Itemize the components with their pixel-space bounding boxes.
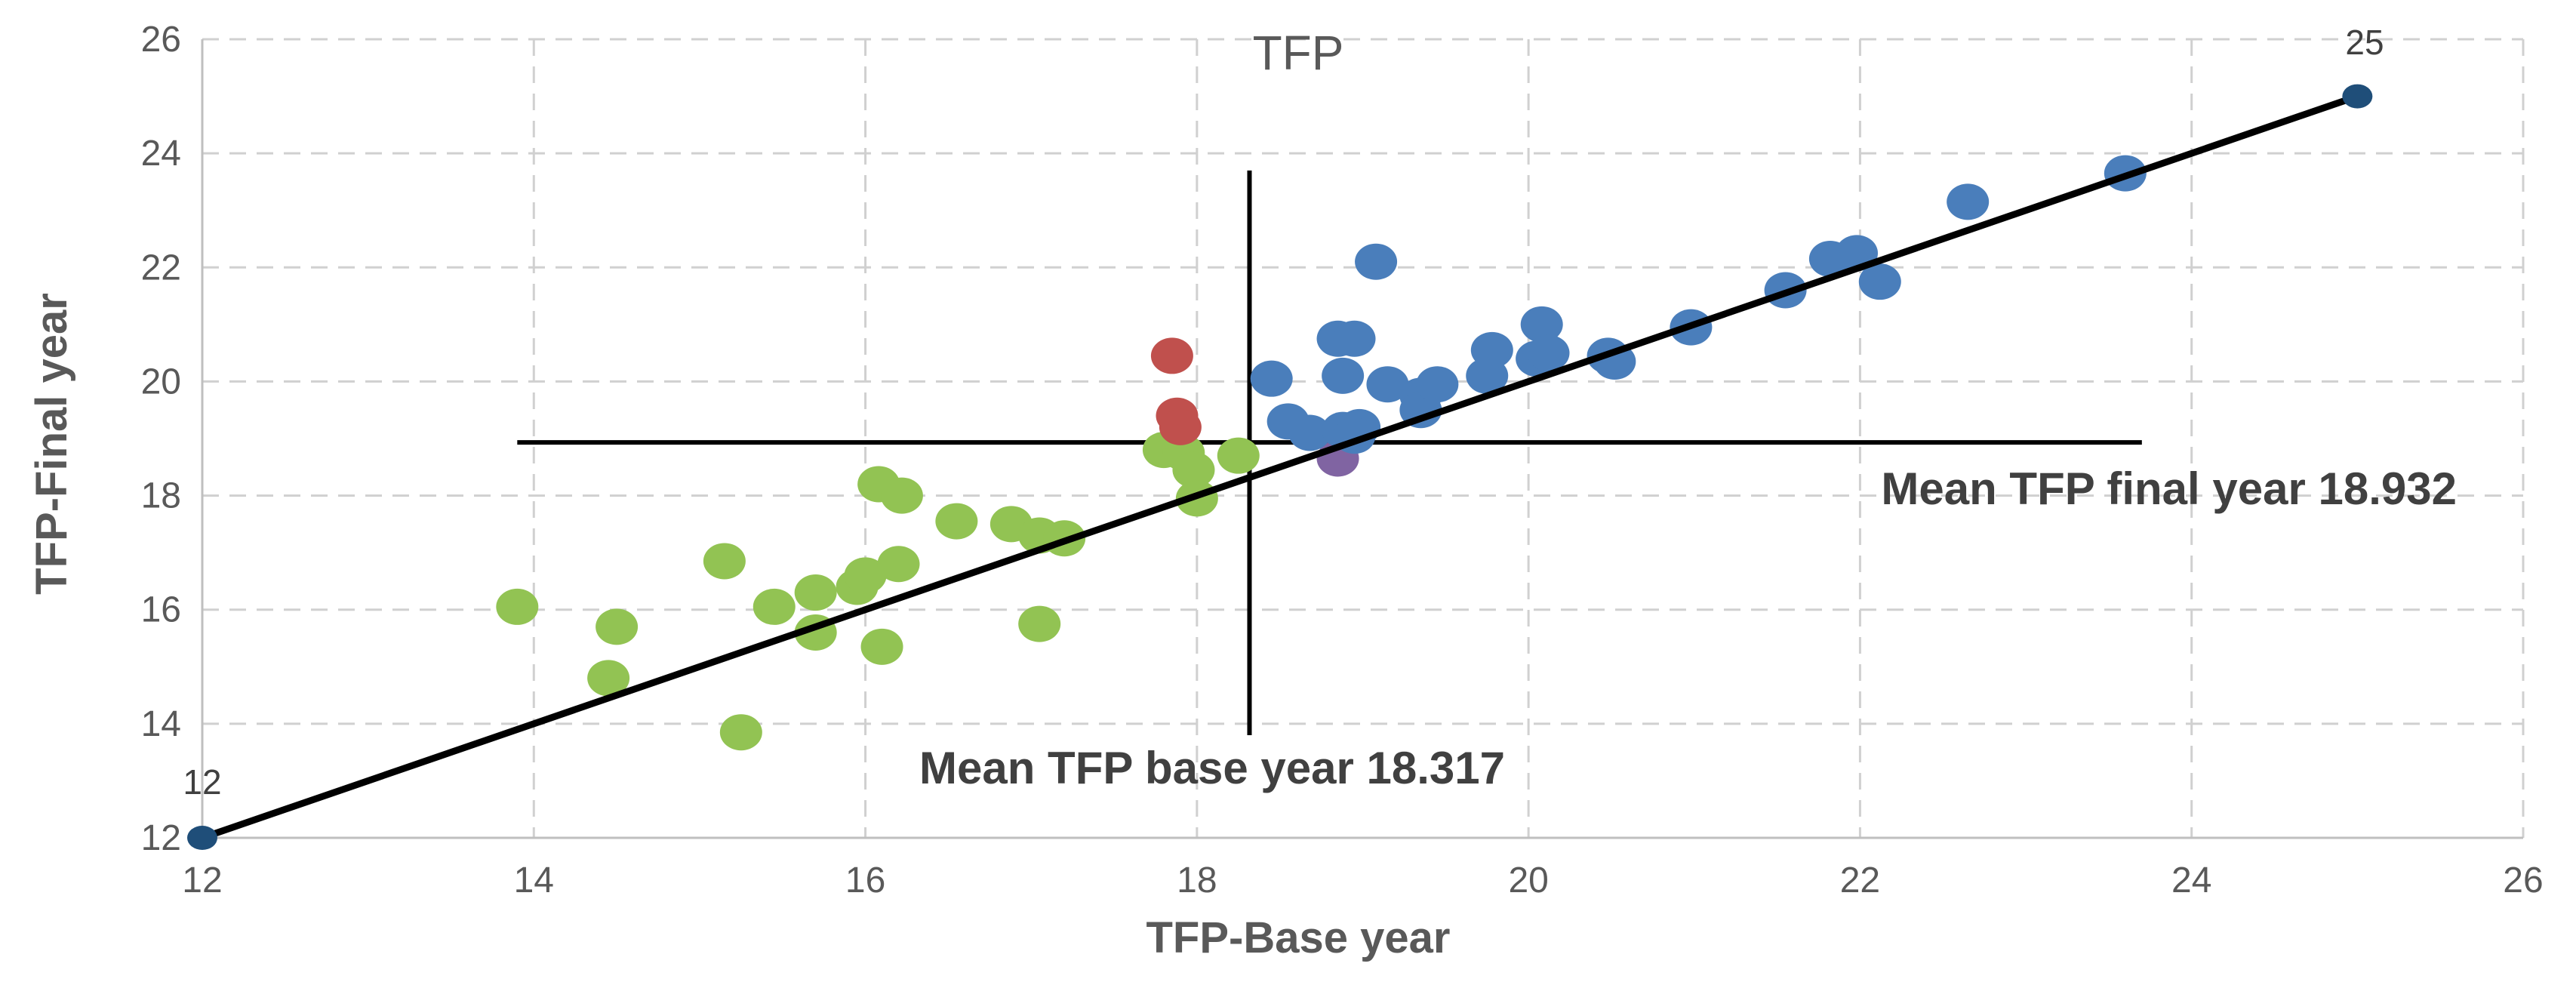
data-point-green (587, 660, 630, 697)
x-tick-label: 20 (1508, 860, 1548, 900)
y-tick-label: 16 (141, 590, 181, 630)
data-point-red (1159, 408, 1202, 445)
data-point-blue (1355, 243, 1398, 280)
y-tick-label: 12 (141, 818, 181, 858)
data-point-blue (1416, 366, 1459, 403)
data-point-blue (1333, 320, 1376, 357)
data-point-blue (1947, 183, 1990, 220)
x-tick-label: 24 (2171, 860, 2211, 900)
x-tick-label: 18 (1177, 860, 1217, 900)
data-point-green (844, 557, 887, 594)
y-axis-label: TFP-Final year (27, 293, 76, 595)
data-point-green (496, 588, 539, 625)
diagonal-line (201, 93, 2359, 842)
data-point-blue (1527, 334, 1570, 371)
x-tick-label: 22 (1840, 860, 1880, 900)
chart-title: TFP (1253, 26, 1344, 80)
x-tick-label: 16 (845, 860, 885, 900)
data-point-green (935, 503, 978, 540)
data-point-green (1217, 437, 1260, 474)
data-point-blue (1250, 360, 1293, 397)
y-tick-label: 22 (141, 248, 181, 288)
data-point-red (1150, 337, 1193, 374)
data-point-green (596, 608, 639, 645)
text-layer: TFP TFP-Base year TFP-Final year Mean TF… (27, 23, 2457, 962)
x-axis-label: TFP-Base year (1146, 913, 1451, 962)
data-point-green (877, 546, 920, 583)
data-point-green (1018, 605, 1061, 642)
data-point-green (794, 574, 837, 611)
y-tick-label: 26 (141, 20, 181, 60)
data-point-blue (1858, 263, 1901, 300)
data-point-blue (1288, 414, 1331, 451)
diagonal-end-point (2342, 84, 2373, 109)
x-tick-label: 14 (514, 860, 554, 900)
data-point-blue (1520, 306, 1563, 343)
data-point-blue (1470, 331, 1513, 368)
data-point-blue (1366, 366, 1409, 403)
data-point-green (703, 543, 746, 580)
y-tick-label: 18 (141, 476, 181, 516)
data-point-green (719, 714, 762, 751)
diagonal-end-label: 25 (2345, 23, 2384, 62)
y-tick-label: 20 (141, 362, 181, 402)
data-point-green (880, 477, 923, 514)
data-point-green (1172, 451, 1215, 488)
diagonal-endpoints (187, 84, 2373, 850)
data-point-blue (1322, 357, 1365, 394)
y-tick-label: 24 (141, 134, 181, 174)
diagonal-start-point (187, 826, 217, 850)
diagonal-start-label: 12 (183, 762, 221, 802)
mean-base-annotation: Mean TFP base year 18.317 (919, 743, 1505, 793)
data-point-green (860, 628, 903, 665)
x-tick-label: 12 (182, 860, 222, 900)
x-tick-label: 26 (2503, 860, 2543, 900)
data-point-green (752, 588, 796, 625)
y-tick-label: 14 (141, 704, 181, 744)
mean-final-annotation: Mean TFP final year 18.932 (1881, 463, 2457, 514)
